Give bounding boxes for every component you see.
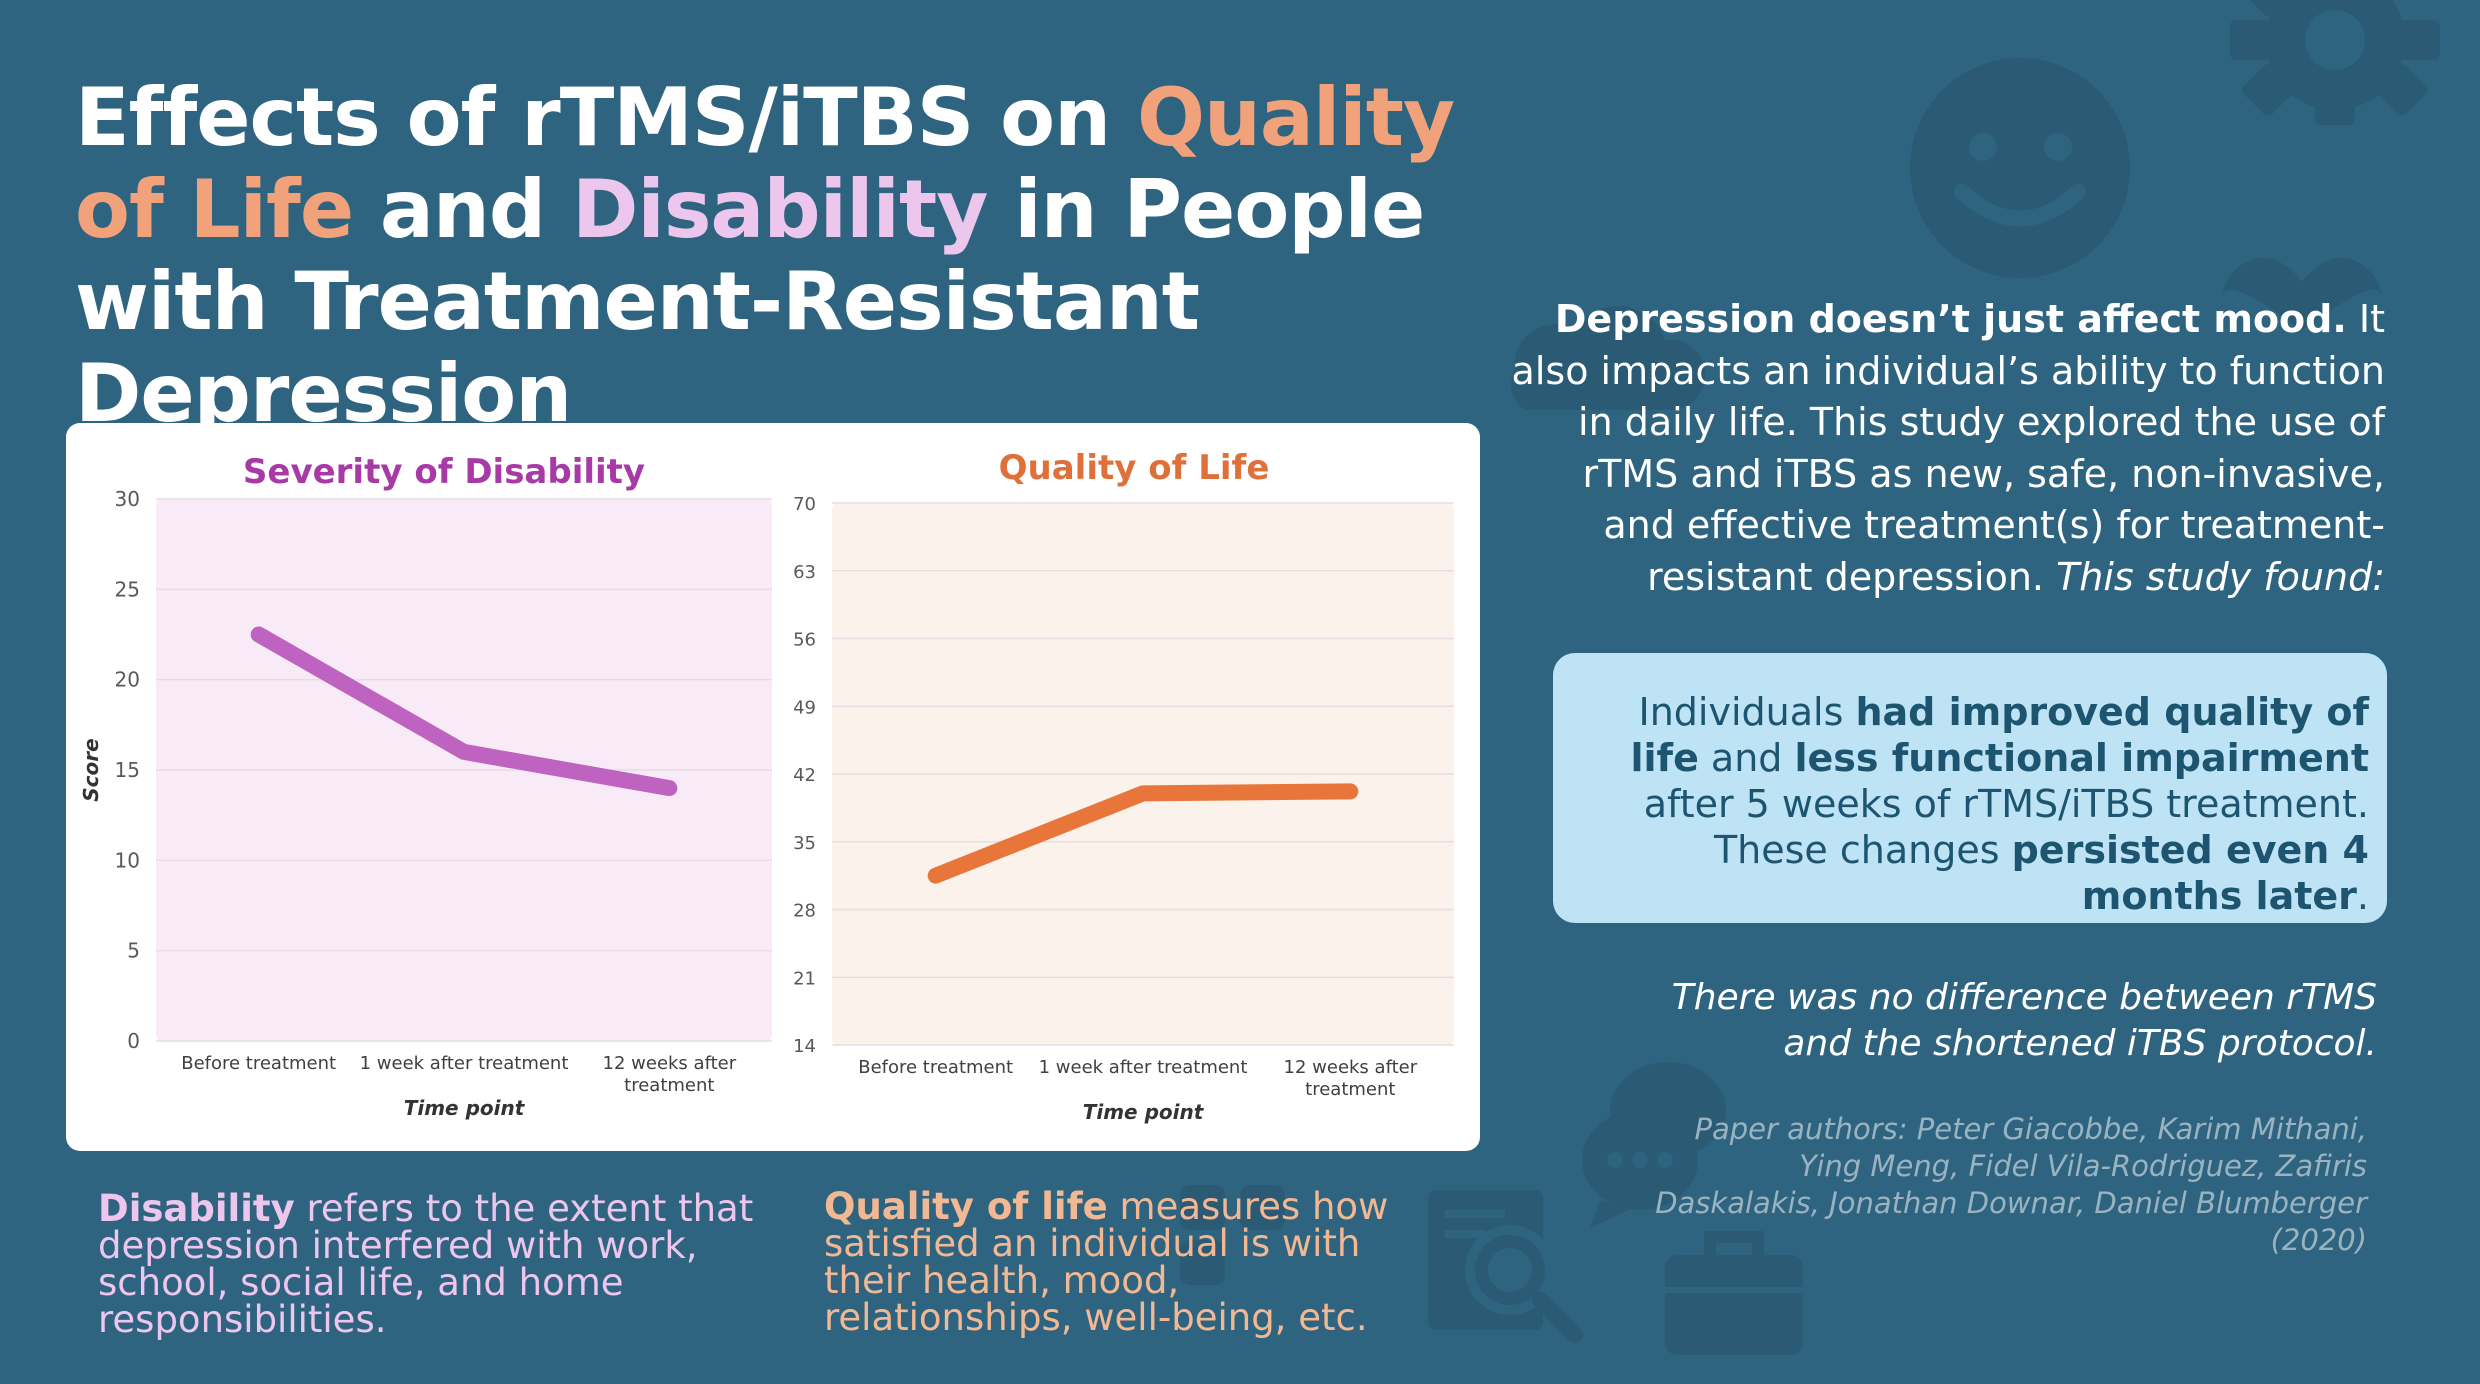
gear-icon <box>2230 0 2440 125</box>
title-quality-of-life: Quality of Life <box>75 71 1455 256</box>
y-tick-label-49: 49 <box>793 697 816 718</box>
no-difference-note: There was no difference between rTMS and… <box>1671 977 2377 1064</box>
disability-chart: 0 5 10 15 20 25 30 Severity of Disability Before… <box>79 452 772 1120</box>
chat-bubbles-icon <box>1582 1062 1726 1228</box>
finding-bold: had improved quality of life <box>1630 690 2369 780</box>
y-tick-label-15: 15 <box>115 758 140 782</box>
x-tick-label-1-week-after-treatment: 1 week after treatment <box>360 1053 569 1074</box>
heart-icon <box>1511 258 2382 410</box>
intro-body: It also impacts an individual’s ability … <box>1511 297 2385 599</box>
x-tick-label-12-weeks-after-treatment: 12 weeks after <box>603 1053 737 1074</box>
y-tick-label-30: 30 <box>115 487 140 511</box>
finding-text: Individuals <box>1638 690 1856 734</box>
chart-title: Quality of Life <box>999 448 1270 488</box>
paper-authors: Paper authors: Peter Giacobbe, Karim Mit… <box>1655 1112 2367 1257</box>
y-tick-label-21: 21 <box>793 968 816 989</box>
y-tick-label-20: 20 <box>115 668 140 692</box>
y-tick-label-56: 56 <box>793 630 816 651</box>
finding-text: . <box>2356 874 2369 918</box>
data-point-before-treatment <box>934 874 937 877</box>
y-tick-label-70: 70 <box>793 494 816 515</box>
finding-bold: persisted even 4 months later <box>2011 828 2369 918</box>
y-tick-label-5: 5 <box>127 939 140 963</box>
finding-text: after 5 weeks of rTMS/iTBS treatment. Th… <box>1643 782 2369 872</box>
intro-paragraph: Depression doesn’t just affect mood. It … <box>1500 294 2385 603</box>
y-tick-label-0: 0 <box>127 1029 140 1053</box>
y-tick-label-25: 25 <box>115 577 140 601</box>
charts-panel: 0 5 10 15 20 25 30 Severity of Disability Before… <box>66 423 1480 1151</box>
x-axis-label: Time point <box>404 1096 526 1120</box>
disability-term: Disability <box>98 1187 295 1230</box>
finding-box: Individuals had improved quality of life… <box>1553 653 2387 923</box>
y-axis-label: Score <box>79 738 103 801</box>
intro-bold: Depression doesn’t just affect mood. <box>1554 297 2347 341</box>
document-search-icon <box>1428 1190 1583 1343</box>
finding-bold: less functional impairment <box>1794 736 2370 780</box>
y-tick-label-63: 63 <box>793 562 816 583</box>
x-tick-label-12-weeks-after-treatment: 12 weeks after <box>1284 1057 1418 1078</box>
x-tick-label-12-weeks-after-treatment: treatment <box>624 1075 714 1096</box>
y-tick-label-14: 14 <box>793 1036 816 1057</box>
smiley-icon <box>1910 58 2130 278</box>
chart-title: Severity of Disability <box>243 452 645 492</box>
briefcase-icon <box>1665 1231 1803 1355</box>
x-tick-label-before-treatment: Before treatment <box>858 1057 1013 1078</box>
puzzle-icon <box>1180 1185 1285 1285</box>
y-tick-label-28: 28 <box>793 901 816 922</box>
data-point-12-weeks-after-treatment <box>1349 790 1352 793</box>
disability-definition-text: refers to the extent that depression int… <box>98 1187 754 1341</box>
y-tick-label-42: 42 <box>793 765 816 786</box>
y-tick-label-35: 35 <box>793 833 816 854</box>
title-disability: Disability <box>571 163 988 256</box>
intro-italic: This study found: <box>2056 554 2385 599</box>
data-point-1-week-after-treatment <box>463 750 465 753</box>
title-text: Effects of rTMS/iTBS on <box>75 71 1137 164</box>
finding-text: and <box>1698 736 1795 780</box>
x-tick-label-12-weeks-after-treatment: treatment <box>1305 1079 1395 1100</box>
title-text: and <box>353 163 572 256</box>
disability-definition: Disability refers to the extent that dep… <box>98 1190 778 1338</box>
quality-of-life-chart: 14 21 28 35 42 49 56 63 70 Quality of Life Before … <box>793 448 1454 1124</box>
quality-of-life-definition: Quality of life measures how satisfied a… <box>824 1188 1424 1336</box>
data-point-12-weeks-after-treatment <box>668 787 671 790</box>
page-title: Effects of rTMS/iTBS on Quality of Life … <box>75 72 1525 440</box>
x-axis-label: Time point <box>1083 1100 1205 1124</box>
qol-definition-text: measures how satisfied an individual is … <box>824 1185 1389 1339</box>
qol-term: Quality of life <box>824 1185 1108 1228</box>
y-tick-label-10: 10 <box>115 848 140 872</box>
x-tick-label-before-treatment: Before treatment <box>181 1053 336 1074</box>
data-point-before-treatment <box>257 633 260 636</box>
data-point-1-week-after-treatment <box>1142 792 1144 795</box>
x-tick-label-1-week-after-treatment: 1 week after treatment <box>1039 1057 1248 1078</box>
